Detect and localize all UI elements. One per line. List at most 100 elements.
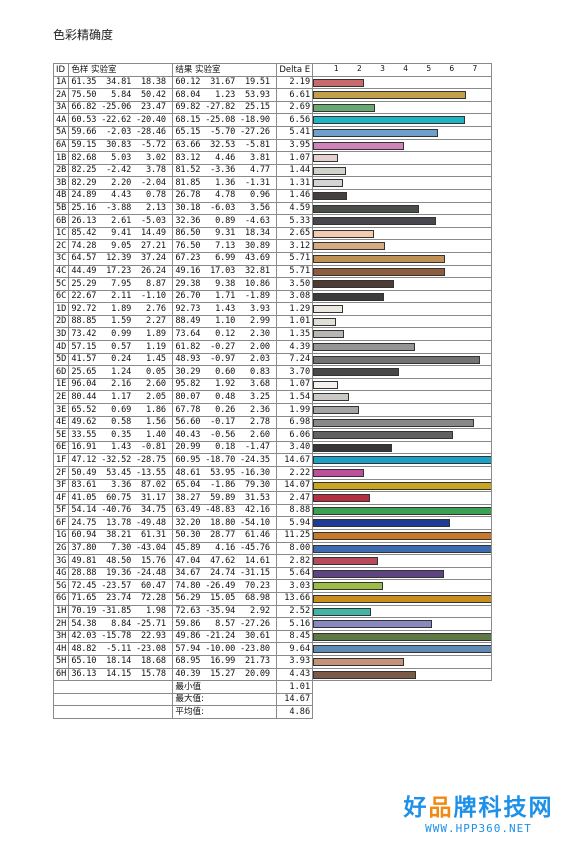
row-id: 2G [52,541,70,556]
delta-e-value: 14.67 [276,453,314,467]
delta-e-value: 2.65 [276,226,314,241]
reference-lab: 41.57 0.24 1.45 [68,352,174,367]
row-id: 6A [52,138,70,153]
row-id: 1C [52,226,70,241]
reference-lab: 92.72 1.89 2.76 [68,302,174,316]
summary-blank [52,692,69,707]
table-row: 4B 24.89 4.43 0.78 26.78 4.78 0.96 1.46 [52,188,493,203]
row-id: 3G [52,554,70,568]
table-row: 3A 66.82 -25.06 23.47 69.82 -27.82 25.15 2.… [52,100,493,115]
x-tick-label: 7 [472,64,478,73]
table-row: 6E 16.91 1.43 -0.81 20.99 0.18 -1.47 3.40 [52,440,493,455]
delta-e-bar [313,330,345,339]
row-id: 4H [52,642,70,656]
row-id: 2H [52,617,70,631]
delta-e-value: 5.71 [276,264,314,279]
delta-e-bar [313,103,376,112]
reference-lab: 54.14 -40.76 34.75 [68,503,174,518]
bar-cell [312,289,493,304]
row-id: 4D [52,340,70,354]
table-row: 6D 25.65 1.24 0.05 30.29 0.60 0.83 3.70 [52,365,493,379]
table-row: 6C 22.67 2.11 -1.10 26.70 1.71 -1.89 3.08 [52,289,493,304]
delta-e-bar [313,166,347,175]
row-id: 6D [52,365,70,379]
result-lab: 56.29 15.05 68.98 [172,591,278,606]
delta-e-bar [313,128,439,137]
delta-e-bar [313,594,491,603]
summary-row: 最大值: 14.67 [52,692,492,707]
reference-lab: 72.45 -23.57 60.47 [68,579,174,593]
row-id: 1H [52,604,70,619]
reference-lab: 47.12 -32.52 -28.75 [68,453,174,467]
table-row: 4D 57.15 0.57 1.19 61.82 -0.27 2.00 4.39 [52,340,493,354]
delta-e-bar [313,481,491,490]
bar-cell [312,566,493,581]
result-lab: 60.12 31.67 19.51 [172,75,278,90]
bar-cell [312,390,493,405]
bar-cell [312,365,493,379]
bar-cell [312,415,493,430]
reference-lab: 22.67 2.11 -1.10 [68,289,174,304]
summary-label: 最小值 [172,680,278,694]
delta-e-bar [313,229,375,238]
bar-cell [312,239,493,253]
delta-e-value: 3.95 [276,138,314,153]
row-id: 5B [52,201,70,216]
bar-cell [312,113,493,127]
delta-e-value: 11.25 [276,528,314,543]
reference-lab: 48.82 -5.11 -23.08 [68,642,174,656]
bar-cell [312,314,493,329]
reference-lab: 44.49 17.23 26.24 [68,264,174,279]
delta-e-value: 4.59 [276,201,314,216]
bar-cell [312,629,493,644]
table-row: 2D 88.85 1.59 2.27 88.49 1.10 2.99 1.01 [52,314,493,329]
row-id: 2B [52,163,70,178]
row-id: 1B [52,151,70,165]
bar-cell [312,667,493,682]
delta-e-bar [313,380,338,389]
table-row: 3C 64.57 12.39 37.24 67.23 6.99 43.69 5.71 [52,251,493,266]
delta-e-value: 1.01 [276,314,314,329]
bar-cell [312,138,493,153]
table-row: 1B 82.68 5.03 3.02 83.12 4.46 3.81 1.07 [52,151,493,165]
bar-cell [312,528,493,543]
delta-e-value: 2.19 [276,75,314,90]
result-lab: 92.73 1.43 3.93 [172,302,278,316]
watermark-logo: 好品牌科技网 [403,795,554,821]
row-id: 2E [52,390,70,405]
table-row: 4F 41.05 60.75 31.17 38.27 59.89 31.53 2.47 [52,491,493,505]
delta-e-bar [313,544,491,553]
row-id: 6E [52,440,70,455]
x-tick-label: 4 [403,64,408,73]
bar-cell [312,201,493,216]
result-lab: 30.18 -6.03 3.56 [172,201,278,216]
delta-e-bar [313,418,475,427]
result-lab: 73.64 0.12 2.30 [172,327,278,342]
result-lab: 67.23 6.99 43.69 [172,251,278,266]
delta-e-value: 5.41 [276,125,314,140]
table-row: 3D 73.42 0.99 1.89 73.64 0.12 2.30 1.35 [52,327,493,342]
delta-e-bar [313,191,347,200]
delta-e-bar [313,632,491,641]
reference-lab: 83.61 3.36 87.02 [68,478,174,493]
result-lab: 95.82 1.92 3.68 [172,377,278,392]
reference-lab: 28.88 19.36 -24.48 [68,566,174,581]
bar-cell [312,340,493,354]
table-row: 5F 54.14 -40.76 34.75 63.49 -48.83 42.16 8.… [52,503,493,518]
table-row: 5G 72.45 -23.57 60.47 74.80 -26.49 70.23 3.… [52,579,493,593]
row-id: 6G [52,591,70,606]
bar-cell [312,642,493,656]
row-id: 3F [52,478,70,493]
result-lab: 63.66 32.53 -5.81 [172,138,278,153]
result-lab: 68.04 1.23 53.93 [172,88,278,102]
bar-cell [312,75,493,90]
result-lab: 32.20 18.80 -54.10 [172,516,278,530]
delta-e-bar [313,582,384,591]
row-id: 4G [52,566,70,581]
table-row: 5E 33.55 0.35 1.40 40.43 -0.56 2.60 6.06 [52,428,493,442]
watermark-url: WWW.HPP360.NET [425,822,532,835]
reference-lab: 60.94 38.21 61.31 [68,528,174,543]
row-id: 4B [52,188,70,203]
row-id: 1F [52,453,70,467]
x-tick-label: 6 [449,64,455,73]
